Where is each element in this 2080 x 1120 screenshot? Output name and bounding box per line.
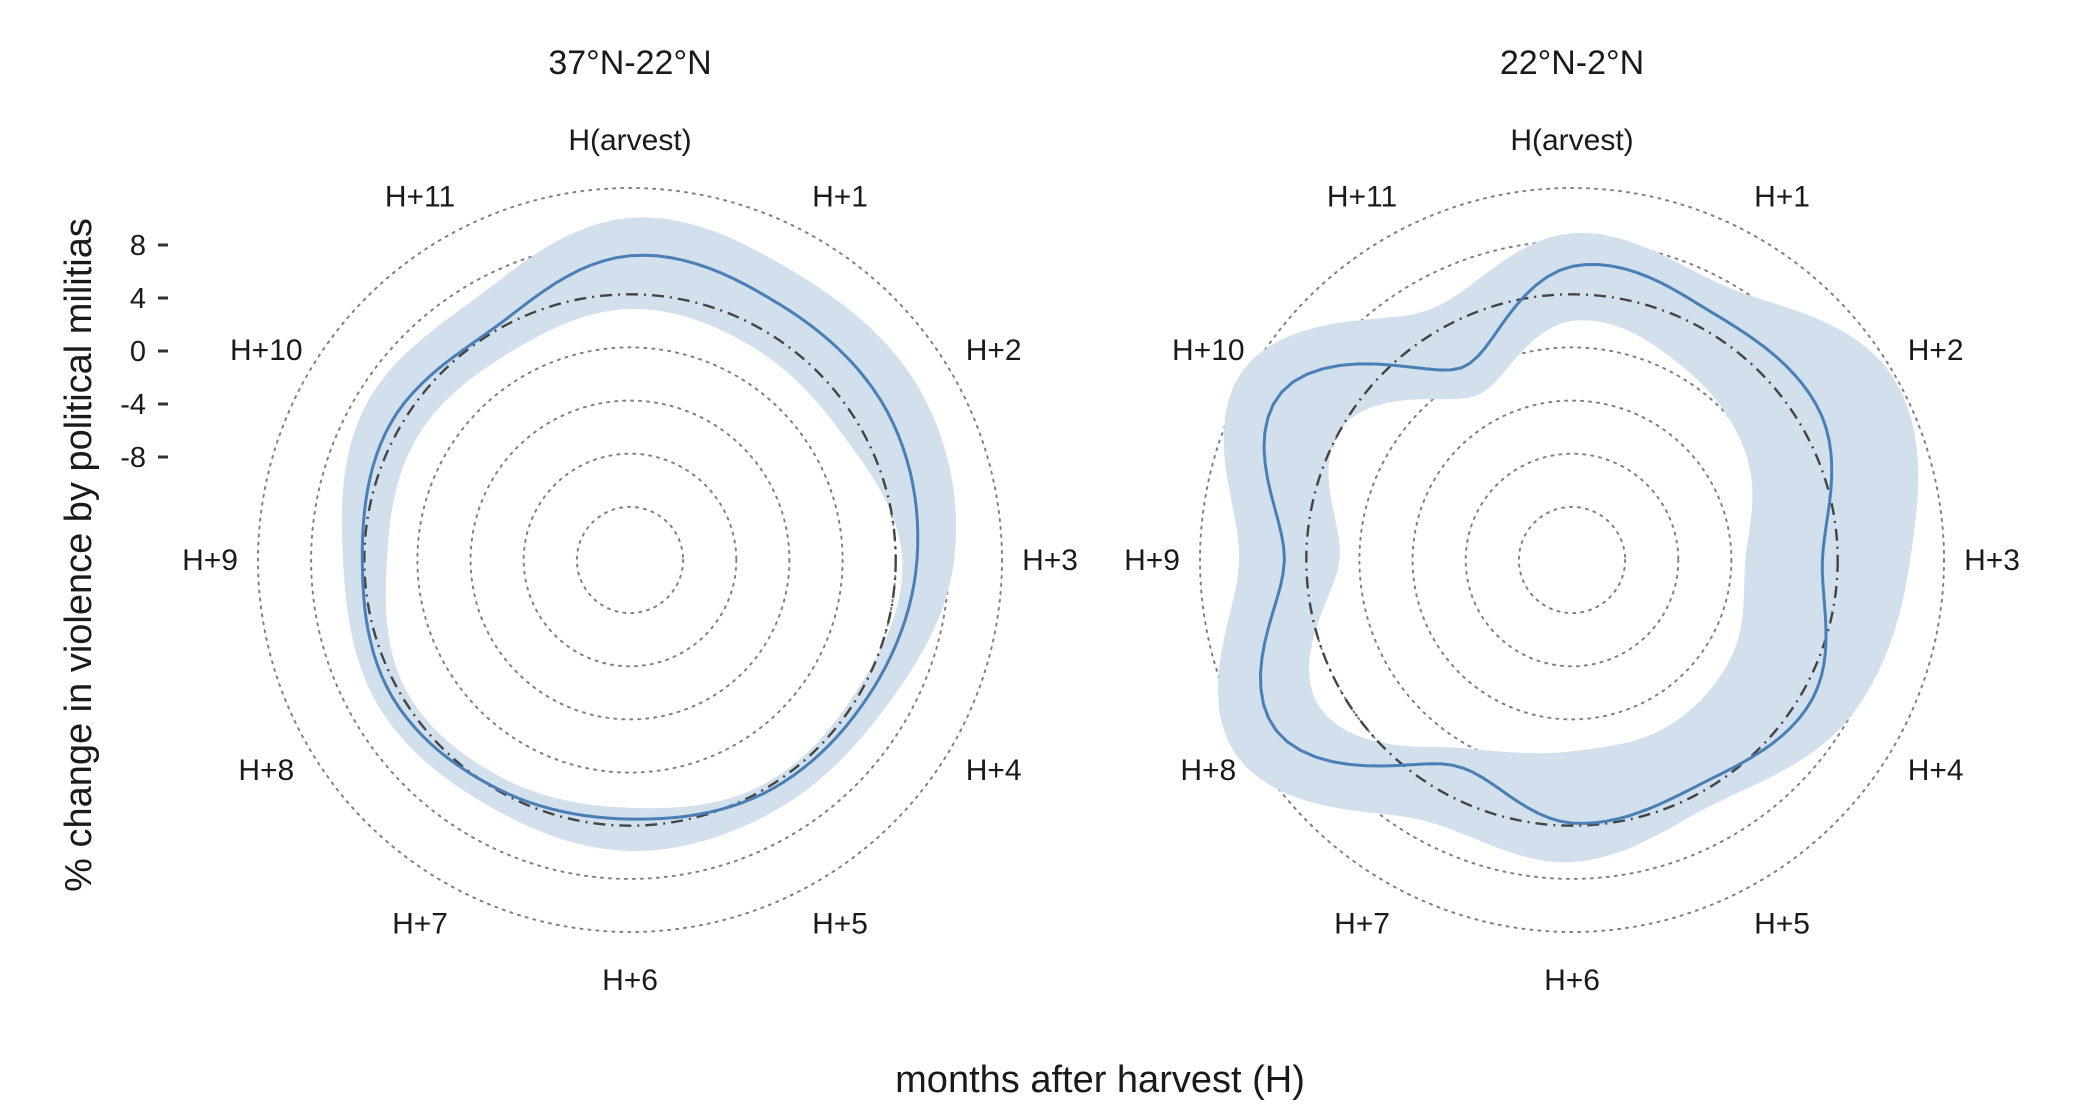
category-label: H+3 [1022,544,1078,577]
category-label: H+4 [1908,754,1964,787]
grid-ring [522,452,738,668]
polar-panel-left: 37°N-22°N H(arvest) H+1 H+2 H+3 H+4 H+5 H+6 H+7… [182,44,1078,997]
category-label: H+11 [385,180,455,213]
category-label: H+7 [392,908,448,941]
grid-ring [1464,452,1680,668]
y-axis: 8 4 0 -4 -8 [120,230,168,474]
category-label: H+1 [812,180,868,213]
y-axis-title: % change in violence by political militi… [58,218,100,892]
category-label: H+1 [1754,180,1810,213]
category-label: H+9 [1124,544,1180,577]
category-label: H+10 [1172,334,1245,367]
category-label: H+6 [1544,964,1600,997]
grid-ring [1517,505,1627,615]
grid-ring [416,346,844,774]
confidence-band [1217,233,1919,863]
y-tick-label: 4 [130,283,146,315]
y-tick-label: -8 [120,442,146,474]
estimate-line [360,253,920,821]
grid-ring [469,399,791,721]
category-label: H+6 [602,964,658,997]
y-tick-label: 0 [130,336,146,368]
zero-reference-ring [1305,293,1839,827]
category-label: H+7 [1334,908,1390,941]
category-label: H+10 [230,334,303,367]
category-label: H+2 [966,334,1022,367]
grid-ring [1411,399,1733,721]
panel-title-left: 37°N-22°N [548,44,711,82]
confidence-band [341,217,957,851]
category-label: H(arvest) [1510,124,1633,157]
polar-panel-right: 22°N-2°N H(arvest) H+1 H+2 H+3 H+4 H+5 H+6 H+7 H… [1124,44,2020,997]
x-axis-title: months after harvest (H) [895,1059,1305,1101]
estimate-line [1259,263,1834,825]
y-tick-label: -4 [120,389,146,421]
panel-title-right: 22°N-2°N [1500,44,1644,82]
grid-ring [257,187,1003,933]
category-label: H+9 [182,544,238,577]
category-label: H+5 [1754,908,1810,941]
category-label: H+3 [1964,544,2020,577]
category-label: H+11 [1327,180,1397,213]
category-label: H+5 [812,908,868,941]
category-label: H+2 [1908,334,1964,367]
y-tick-label: 8 [130,230,146,262]
category-label: H+8 [1180,754,1236,787]
grid-ring [1199,187,1945,933]
category-label: H+8 [238,754,294,787]
category-label: H(arvest) [568,124,691,157]
grid-ring [575,505,685,615]
zero-reference-ring [363,293,897,827]
category-label: H+4 [966,754,1022,787]
